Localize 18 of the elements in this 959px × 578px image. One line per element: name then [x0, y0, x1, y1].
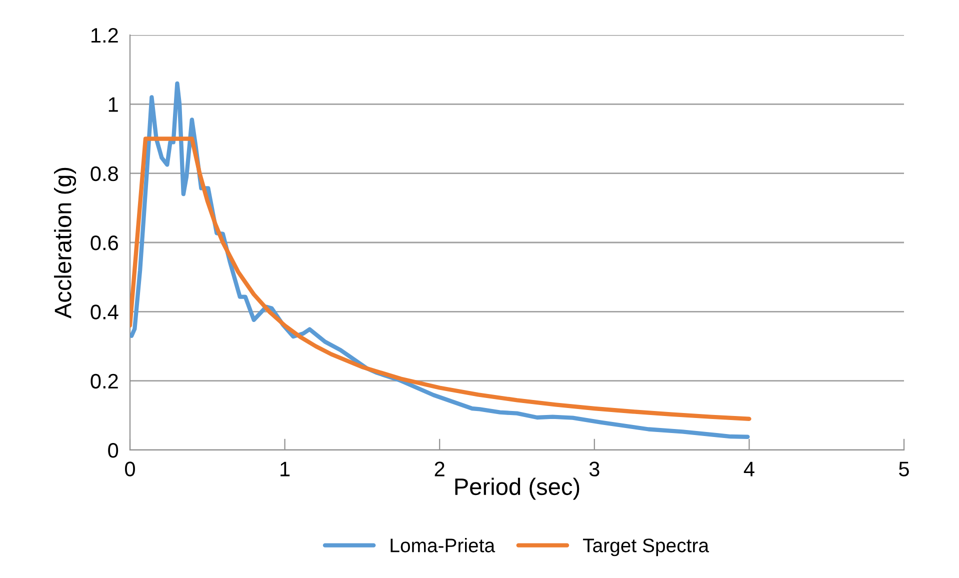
- y-tick-label: 1: [108, 97, 118, 112]
- y-tick-label: 0.4: [90, 304, 118, 320]
- legend-label: Target Spectra: [583, 538, 710, 556]
- y-tick-label: 0.2: [90, 374, 118, 389]
- line-series: [130, 136, 752, 421]
- x-tick-label: 0: [125, 462, 135, 476]
- y-tick-label: 0.8: [90, 166, 118, 182]
- y-tick-label: 1.2: [92, 28, 118, 43]
- y-tick-label: 0.6: [90, 236, 118, 250]
- x-tick-label: 2: [434, 462, 444, 476]
- y-axis-title: Accleration (g): [54, 168, 76, 319]
- x-tick-label: 4: [744, 462, 754, 476]
- y-tick-label: 0: [108, 443, 118, 458]
- x-tick-label: 5: [899, 462, 909, 476]
- x-tick-label: 3: [589, 462, 600, 476]
- x-tick-label: 1: [280, 462, 290, 476]
- legend-label: Loma-Prieta: [390, 538, 496, 552]
- x-axis-title: Period (sec): [455, 478, 580, 500]
